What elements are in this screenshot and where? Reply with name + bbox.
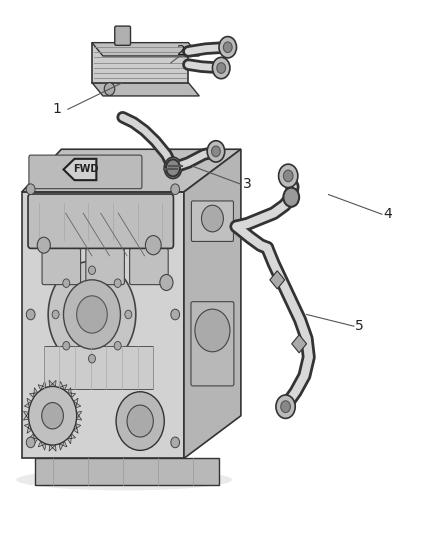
Polygon shape xyxy=(23,411,28,420)
Polygon shape xyxy=(38,381,46,390)
Polygon shape xyxy=(74,424,81,433)
Circle shape xyxy=(217,63,226,74)
Polygon shape xyxy=(67,387,76,398)
Circle shape xyxy=(114,279,121,287)
Polygon shape xyxy=(184,149,241,458)
Circle shape xyxy=(212,58,230,79)
Circle shape xyxy=(37,237,50,253)
Circle shape xyxy=(201,205,223,232)
Bar xyxy=(292,335,307,353)
Polygon shape xyxy=(49,380,56,386)
Polygon shape xyxy=(38,441,46,450)
FancyBboxPatch shape xyxy=(86,248,124,285)
FancyBboxPatch shape xyxy=(28,194,173,248)
Circle shape xyxy=(219,37,237,58)
Text: 4: 4 xyxy=(383,207,392,221)
FancyBboxPatch shape xyxy=(115,26,131,45)
FancyBboxPatch shape xyxy=(130,248,168,285)
Circle shape xyxy=(116,392,164,450)
Polygon shape xyxy=(24,424,32,433)
Polygon shape xyxy=(59,441,67,450)
Polygon shape xyxy=(74,398,81,408)
Circle shape xyxy=(88,266,95,274)
Ellipse shape xyxy=(16,469,232,490)
Text: 3: 3 xyxy=(243,177,252,191)
FancyBboxPatch shape xyxy=(29,155,142,189)
Circle shape xyxy=(195,309,230,352)
Circle shape xyxy=(26,437,35,448)
Circle shape xyxy=(283,170,293,182)
Circle shape xyxy=(276,395,295,418)
Circle shape xyxy=(63,342,70,350)
Circle shape xyxy=(171,437,180,448)
Circle shape xyxy=(52,310,59,319)
Circle shape xyxy=(88,354,95,363)
Circle shape xyxy=(125,310,132,319)
Circle shape xyxy=(171,309,180,320)
FancyBboxPatch shape xyxy=(191,302,234,386)
Circle shape xyxy=(48,261,136,368)
Circle shape xyxy=(212,146,220,157)
Polygon shape xyxy=(92,83,199,96)
Circle shape xyxy=(207,141,225,162)
Circle shape xyxy=(64,280,120,349)
Circle shape xyxy=(281,401,290,413)
FancyBboxPatch shape xyxy=(42,248,81,285)
Polygon shape xyxy=(22,149,241,192)
Text: 5: 5 xyxy=(355,319,364,333)
Polygon shape xyxy=(29,387,38,398)
Circle shape xyxy=(169,163,177,173)
Circle shape xyxy=(63,279,70,287)
Bar xyxy=(270,271,285,289)
Circle shape xyxy=(160,274,173,290)
Polygon shape xyxy=(22,192,184,458)
Circle shape xyxy=(171,184,180,195)
Polygon shape xyxy=(59,381,67,390)
Circle shape xyxy=(145,236,161,255)
Polygon shape xyxy=(35,458,219,485)
Circle shape xyxy=(28,386,77,445)
Polygon shape xyxy=(44,346,153,389)
Polygon shape xyxy=(92,43,188,83)
Polygon shape xyxy=(92,43,199,56)
Polygon shape xyxy=(64,159,96,180)
Polygon shape xyxy=(77,411,82,420)
Circle shape xyxy=(42,402,64,429)
Circle shape xyxy=(114,342,121,350)
Polygon shape xyxy=(49,445,56,451)
Circle shape xyxy=(104,83,115,95)
Circle shape xyxy=(26,184,35,195)
Text: FWD: FWD xyxy=(74,165,99,174)
Circle shape xyxy=(26,309,35,320)
Polygon shape xyxy=(29,434,38,444)
Circle shape xyxy=(77,296,107,333)
Polygon shape xyxy=(24,398,32,408)
Text: 2: 2 xyxy=(177,44,186,58)
Polygon shape xyxy=(67,434,76,444)
Circle shape xyxy=(166,159,180,176)
Circle shape xyxy=(279,164,298,188)
FancyBboxPatch shape xyxy=(191,201,233,241)
Text: 1: 1 xyxy=(53,102,61,116)
Circle shape xyxy=(164,157,182,179)
Circle shape xyxy=(223,42,232,53)
Circle shape xyxy=(127,405,153,437)
Circle shape xyxy=(283,188,299,207)
